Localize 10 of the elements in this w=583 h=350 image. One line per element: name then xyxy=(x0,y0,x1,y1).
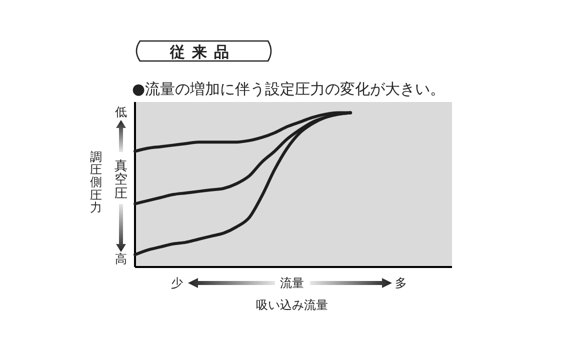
x-axis-title: 吸い込み流量 xyxy=(256,298,328,312)
text: 流量 xyxy=(280,276,304,290)
text: 真空圧 xyxy=(114,159,128,202)
text: 低 xyxy=(115,105,127,119)
chart-subtitle: ●流量の増加に伴う設定圧力の変化が大きい。 xyxy=(132,80,446,98)
y-axis-title: 調圧側圧力 xyxy=(90,150,102,214)
text: 高 xyxy=(115,252,127,266)
text: 多 xyxy=(395,276,407,290)
chart-title: 従来品 xyxy=(169,43,236,61)
text: 少 xyxy=(171,276,183,290)
